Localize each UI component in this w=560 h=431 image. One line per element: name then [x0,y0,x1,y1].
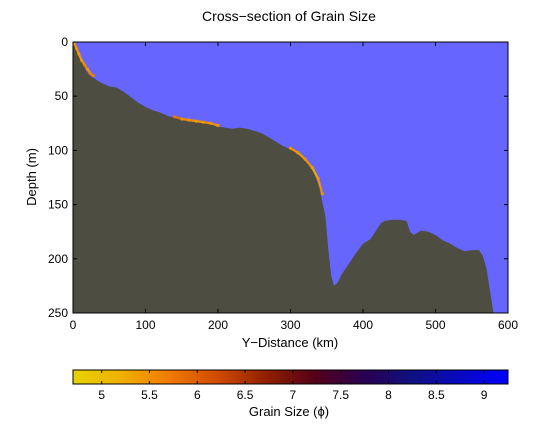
y-axis-ticks: 0 50 100 150 200 250 [48,35,508,320]
chart-title: Cross−section of Grain Size [202,8,376,24]
colorbar-tick-label: 9 [481,388,488,402]
grain-size-segment [296,151,307,161]
colorbar-tick-label: 5.5 [141,388,158,402]
x-axis-label: Y−Distance (km) [242,335,338,350]
grain-size-segment [209,122,220,127]
grain-size-segment [187,118,198,123]
grain-size-segment [289,147,299,154]
colorbar: 5 5.5 6 6.5 7 7.5 8 8.5 9 [72,369,509,402]
grain-size-segment [303,158,314,169]
x-tick-label: 300 [280,318,300,332]
x-axis-ticks: 0 100 200 300 400 500 600 [70,42,518,332]
grain-size-segment [180,117,191,122]
colorbar-gradient [72,369,509,385]
grain-size-segment [173,115,183,121]
colorbar-tick-label: 8 [385,388,392,402]
y-tick-label: 50 [55,89,69,103]
x-tick-label: 100 [135,318,155,332]
y-tick-label: 100 [48,143,68,157]
x-tick-label: 500 [425,318,445,332]
grain-size-segment [317,177,324,195]
colorbar-label: Grain Size (ϕ) [249,404,329,419]
grain-size-overlay [73,42,324,196]
x-tick-label: 400 [353,318,373,332]
grain-size-segment [77,52,83,62]
colorbar-tick-label: 6 [194,388,201,402]
seabed-profile [73,42,508,313]
x-tick-label: 0 [70,318,77,332]
colorbar-tick-label: 5 [98,388,105,402]
y-tick-label: 150 [48,198,68,212]
colorbar-tick-label: 6.5 [237,388,254,402]
grain-size-segment [195,119,205,124]
x-tick-label: 600 [498,318,518,332]
grain-size-segment [311,166,320,180]
colorbar-ticks: 5 5.5 6 6.5 7 7.5 8 8.5 9 [98,370,488,402]
y-tick-label: 0 [61,35,68,49]
y-axis-label: Depth (m) [24,148,39,206]
colorbar-tick-label: 7.5 [332,388,349,402]
grain-size-segment [89,72,95,77]
y-tick-label: 200 [48,252,68,266]
plot-area: 0 100 200 300 400 500 600 0 50 100 150 200 250 [48,35,518,332]
colorbar-tick-label: 8.5 [428,388,445,402]
colorbar-tick-label: 7 [290,388,297,402]
y-tick-label: 250 [48,306,68,320]
grain-size-segment [202,121,212,125]
x-tick-label: 200 [208,318,228,332]
